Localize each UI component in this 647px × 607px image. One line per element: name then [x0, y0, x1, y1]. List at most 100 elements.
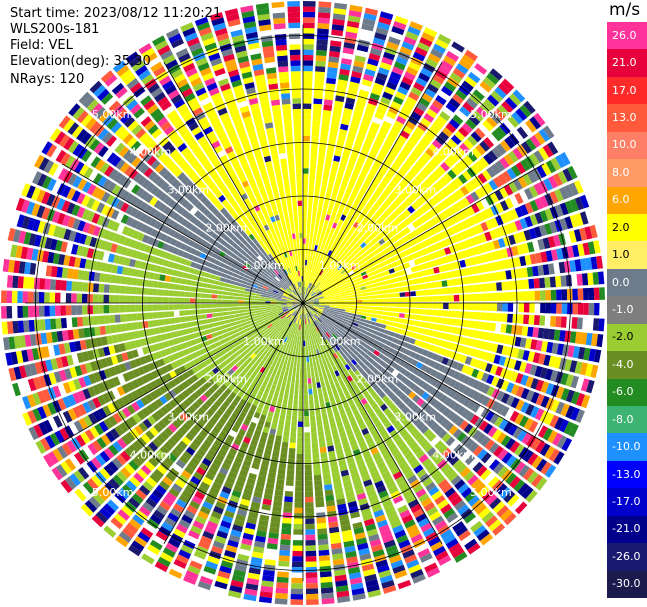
range-gate [389, 554, 402, 564]
range-gate [343, 263, 349, 269]
range-gate [147, 362, 156, 371]
range-gate [464, 491, 477, 503]
range-gate [402, 489, 414, 499]
range-gate [255, 382, 262, 390]
range-gate [170, 324, 177, 331]
range-gate [348, 159, 356, 167]
range-gate [184, 465, 195, 475]
range-gate [275, 362, 280, 369]
range-gate [224, 550, 236, 559]
range-gate [351, 365, 358, 373]
range-gate [315, 288, 320, 293]
range-gate [303, 108, 312, 115]
range-gate [280, 358, 285, 365]
range-gate [400, 375, 408, 384]
range-gate [241, 493, 252, 501]
range-gate [60, 461, 72, 475]
range-gate [337, 250, 344, 257]
range-gate [495, 403, 505, 415]
range-gate [426, 336, 434, 344]
range-gate [393, 312, 400, 318]
range-gate [324, 484, 333, 491]
range-gate [393, 120, 404, 130]
range-gate [423, 191, 432, 200]
range-gate [347, 86, 358, 95]
range-gate [438, 211, 447, 221]
range-gate [334, 150, 342, 157]
range-gate [49, 432, 61, 446]
range-gate [538, 128, 551, 142]
range-gate [509, 208, 519, 220]
range-gate [295, 480, 303, 487]
range-gate [382, 315, 389, 321]
range-gate [199, 377, 207, 385]
range-gate [330, 319, 336, 324]
range-gate [543, 354, 551, 366]
range-gate [261, 580, 274, 588]
range-gate [352, 384, 359, 392]
range-gate [351, 516, 362, 524]
range-gate [424, 562, 438, 573]
range-gate [515, 386, 525, 398]
range-gate [212, 426, 221, 435]
range-gate [315, 376, 320, 383]
range-gate [320, 323, 325, 328]
range-gate [323, 294, 329, 298]
range-gate [166, 332, 173, 340]
range-gate [341, 261, 347, 267]
range-gate [397, 153, 407, 163]
range-gate [224, 336, 231, 343]
range-gate [591, 333, 598, 347]
range-gate [328, 322, 334, 327]
range-gate [498, 418, 509, 431]
range-gate [391, 277, 398, 283]
range-gate [185, 340, 193, 348]
range-gate [452, 402, 462, 413]
range-gate [249, 308, 256, 312]
range-gate [376, 286, 383, 291]
range-gate [300, 362, 303, 368]
range-gate [543, 178, 554, 191]
range-gate [307, 296, 312, 300]
range-gate [67, 408, 78, 421]
range-gate [308, 394, 314, 400]
range-gate [165, 472, 177, 482]
range-gate [291, 583, 303, 589]
range-gate [309, 317, 312, 324]
range-gate [351, 256, 357, 262]
range-gate [383, 370, 391, 378]
range-gate [373, 274, 380, 279]
range-gate [461, 54, 475, 66]
range-gate [289, 350, 293, 356]
range-gate [231, 325, 238, 331]
range-gate [444, 333, 451, 341]
range-gate [400, 130, 410, 140]
range-gate [267, 472, 276, 479]
range-gate [186, 377, 194, 386]
range-gate [324, 300, 330, 302]
range-gate [322, 272, 327, 278]
range-gate [240, 423, 249, 432]
range-gate [203, 439, 212, 448]
range-gate [249, 344, 255, 350]
range-gate [332, 477, 342, 484]
range-gate [212, 540, 225, 550]
range-gate [259, 303, 266, 306]
range-gate [142, 418, 153, 429]
range-gate [201, 403, 210, 412]
range-gate [447, 491, 460, 503]
range-gate [415, 308, 422, 315]
range-gate [259, 366, 266, 374]
range-gate [293, 361, 297, 368]
range-gate [441, 447, 452, 458]
range-gate [377, 352, 385, 360]
range-gate [274, 390, 280, 397]
range-gate [447, 138, 458, 149]
range-gate [222, 353, 229, 361]
range-gate [35, 333, 42, 346]
range-gate [371, 42, 384, 51]
range-gate [433, 250, 441, 259]
range-gate [162, 356, 170, 365]
range-gate [572, 303, 578, 315]
range-gate [386, 81, 398, 91]
